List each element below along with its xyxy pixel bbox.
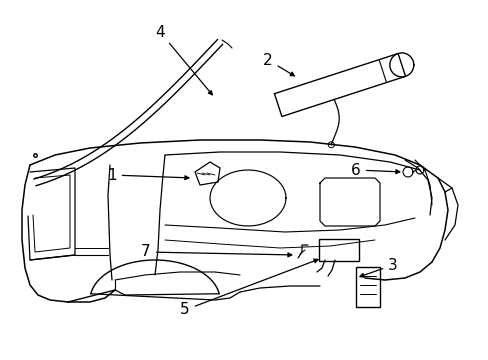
Text: 4: 4 — [155, 24, 212, 95]
Text: 2: 2 — [263, 53, 294, 76]
FancyBboxPatch shape — [318, 239, 358, 261]
FancyBboxPatch shape — [355, 267, 379, 307]
Text: 5: 5 — [180, 259, 318, 318]
Text: 6: 6 — [350, 162, 399, 177]
Polygon shape — [195, 162, 220, 185]
Text: 7: 7 — [141, 244, 291, 260]
Text: 3: 3 — [359, 257, 397, 277]
Text: 1: 1 — [107, 167, 188, 183]
